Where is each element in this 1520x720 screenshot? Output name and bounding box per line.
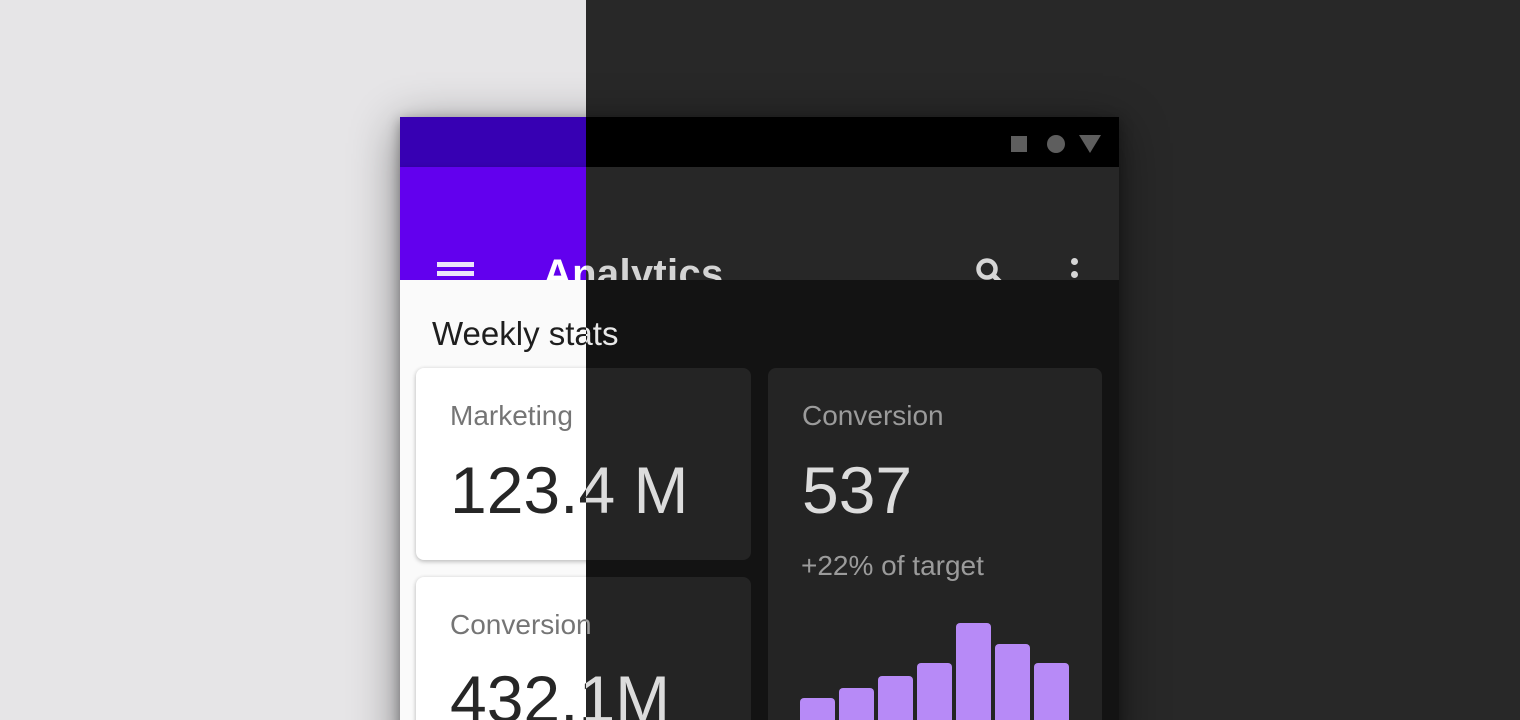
card-value: 123.4 M [586, 453, 689, 527]
card-value: 432.1M [450, 662, 586, 720]
card-conversion-left[interactable]: Conversion 432.1M [416, 577, 586, 720]
section-heading: Weekly stats [586, 315, 619, 352]
phone-light-half: Analytics Weekly stats Marketing 123.4 M… [400, 117, 586, 720]
chart-bar [995, 644, 1030, 720]
square-icon [1011, 136, 1027, 152]
status-bar [586, 117, 1119, 167]
app-bar: Analytics [586, 167, 1119, 296]
content-area: Weekly stats Marketing 123.4 M Conversio… [400, 280, 586, 720]
app-screen: Analytics Weekly stats Marketing 123.4 M… [586, 117, 1119, 720]
triangle-down-icon [1079, 135, 1101, 153]
card-title: Conversion [586, 609, 592, 641]
card-marketing[interactable]: Marketing 123.4 M [416, 368, 586, 560]
section-heading: Weekly stats [432, 315, 586, 352]
chart-bar [800, 698, 835, 720]
app-screen: Analytics Weekly stats Marketing 123.4 M… [400, 117, 586, 720]
card-value: 432.1M [586, 662, 671, 720]
chart-bar [878, 676, 913, 720]
app-bar: Analytics [400, 167, 586, 296]
card-subtitle: +22% of target [801, 550, 984, 581]
chart-bar [839, 688, 874, 720]
chart-bar [1034, 663, 1069, 720]
card-marketing[interactable]: Marketing 123.4 M [586, 368, 751, 560]
card-title: Conversion [802, 400, 944, 431]
card-title: Conversion [450, 609, 586, 640]
content-area: Weekly stats Marketing 123.4 M Conversio… [586, 280, 1119, 720]
card-conversion-left[interactable]: Conversion 432.1M [586, 577, 751, 720]
status-bar [400, 117, 586, 167]
bar-chart [800, 623, 1070, 720]
card-title: Marketing [450, 400, 573, 431]
circle-icon [1047, 135, 1065, 153]
card-value: 123.4 M [450, 453, 586, 527]
card-value: 537 [802, 453, 913, 527]
chart-bar [956, 623, 991, 720]
phone-dark-half: Analytics Weekly stats Marketing 123.4 M… [586, 117, 1119, 720]
chart-bar [917, 663, 952, 720]
card-conversion-right[interactable]: Conversion 537 +22% of target [768, 368, 1102, 720]
